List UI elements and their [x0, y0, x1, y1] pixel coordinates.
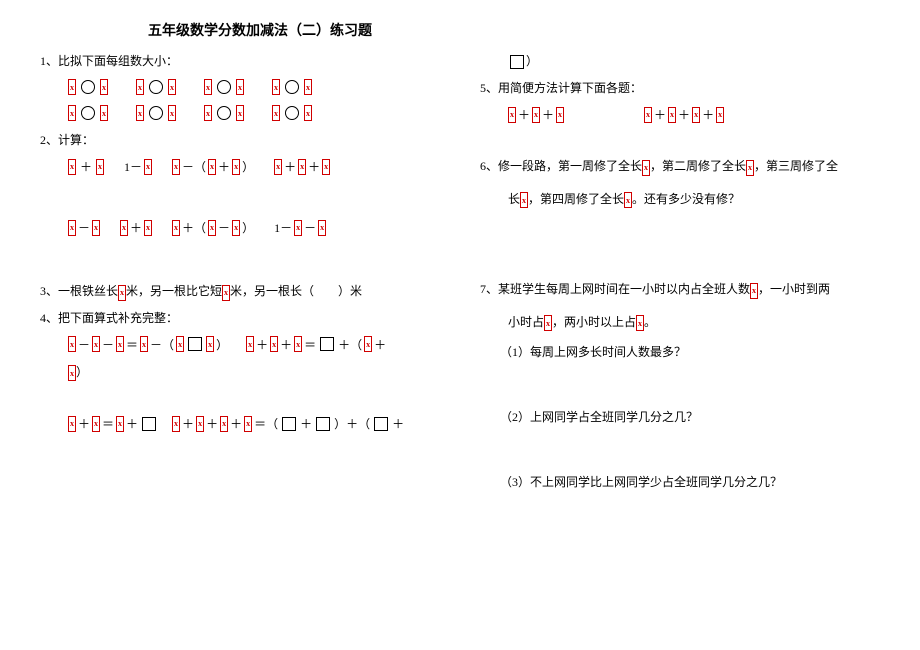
q7-sub2: （2）上网同学占全班同学几分之几？: [500, 408, 880, 425]
page-title: 五年级数学分数加减法（二）练习题: [80, 20, 440, 40]
q4-row1: x－x－x＝x－（xx） x＋x＋x＝＋（x＋: [68, 336, 440, 353]
question-4-label: 4、把下面算式补充完整：: [40, 309, 440, 326]
right-column: ） 5、用简便方法计算下面各题： x＋x＋x x＋x＋x＋x 6、修一段路，第一…: [480, 20, 880, 490]
q5-row: x＋x＋x x＋x＋x＋x: [508, 106, 880, 123]
q2-row2: x－x x＋x x＋（x－x） 1－x－x: [68, 219, 440, 236]
q1-row1: xx xx xx xx: [68, 79, 440, 95]
q1-row2: xx xx xx xx: [68, 105, 440, 121]
question-7: 7、某班学生每周上网时间在一小时以内占全班人数x，一小时到两: [480, 280, 880, 299]
question-6: 6、修一段路，第一周修了全长x，第二周修了全长x，第三周修了全: [480, 157, 880, 176]
question-1-label: 1、比拟下面每组数大小：: [40, 52, 440, 69]
q2-row1: x＋x 1－x x－（x＋x） x＋x＋x: [68, 158, 440, 175]
question-5-label: 5、用简便方法计算下面各题：: [480, 79, 880, 96]
compare-circle: [81, 80, 95, 94]
blank-box: [188, 337, 202, 351]
question-7-line2: 小时占x，两小时以上占x。: [508, 313, 880, 332]
question-6-line2: 长x，第四周修了全长x。还有多少没有修？: [508, 190, 880, 209]
left-column: 五年级数学分数加减法（二）练习题 1、比拟下面每组数大小： xx xx xx x…: [40, 20, 440, 490]
fraction-box: x: [68, 79, 76, 95]
question-3: 3、一根铁丝长x米，另一根比它短x米，另一根长（ ）米: [40, 282, 440, 301]
question-2-label: 2、计算：: [40, 131, 440, 148]
q7-sub3: （3）不上网同学比上网同学少占全班同学几分之几？: [500, 473, 880, 490]
q4-row2: x＋x＝x＋ x＋x＋x＋x＝（＋）＋（＋: [68, 415, 440, 432]
q7-sub1: （1）每周上网多长时间人数最多？: [500, 343, 880, 360]
q4-row2-cont: ）: [508, 52, 880, 69]
q4-row1-cont: x）: [68, 363, 440, 382]
